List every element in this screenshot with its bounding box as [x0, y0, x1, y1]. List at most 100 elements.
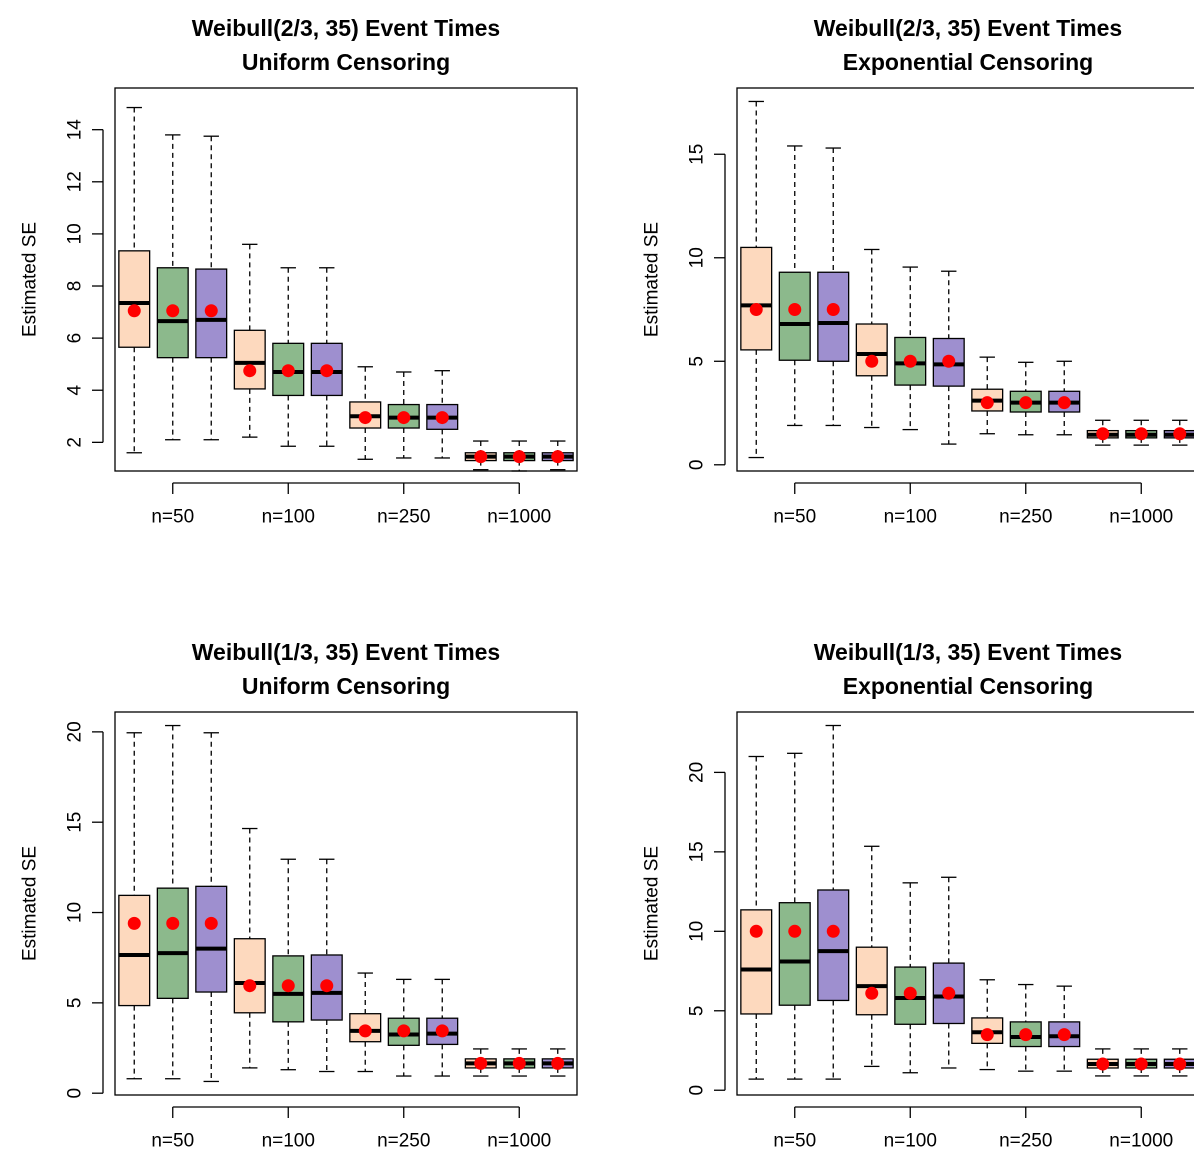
box-10	[1086, 419, 1119, 446]
box-12	[1163, 1048, 1194, 1077]
mean-point	[127, 916, 141, 930]
y-axis-label: Estimated SE	[20, 846, 41, 961]
mean-point	[980, 1028, 994, 1042]
box-5	[272, 858, 305, 1071]
box-body	[387, 1017, 420, 1046]
box-4	[233, 243, 266, 438]
mean-point	[826, 924, 840, 938]
x-tick-label: n=50	[151, 1131, 194, 1152]
y-tick-label: 0	[65, 1088, 86, 1099]
box-6	[932, 876, 965, 1069]
box-3	[195, 135, 228, 441]
box-8	[387, 371, 420, 459]
box-body	[740, 246, 773, 351]
mean-point	[397, 1024, 411, 1038]
y-tick-label: 5	[687, 356, 708, 367]
x-tick-label: n=250	[999, 507, 1052, 528]
x-tick-label: n=1000	[1109, 1131, 1173, 1152]
box-6	[310, 858, 343, 1073]
box-12	[541, 440, 574, 471]
x-tick-label: n=250	[999, 1131, 1052, 1152]
mean-point	[435, 1024, 449, 1038]
y-tick-label: 6	[65, 333, 86, 344]
box-body	[894, 966, 927, 1025]
box-7	[971, 979, 1004, 1071]
mean-point	[512, 450, 526, 464]
y-tick-label: 10	[687, 921, 708, 942]
plot-frame	[114, 711, 578, 1096]
box-10	[1086, 1048, 1119, 1077]
box-2	[156, 134, 189, 441]
mean-point	[903, 354, 917, 368]
box-6	[310, 267, 343, 447]
y-axis-label: Estimated SE	[20, 222, 41, 337]
box-body	[778, 271, 811, 361]
chart-title-line2: Uniform Censoring	[242, 673, 450, 699]
x-tick-label: n=1000	[1109, 507, 1173, 528]
y-tick-label: 10	[65, 902, 86, 923]
mean-point	[942, 354, 956, 368]
mean-point	[320, 979, 334, 993]
box-5	[894, 266, 927, 431]
box-10	[464, 440, 497, 471]
box-5	[272, 267, 305, 447]
panel-2: Weibull(2/3, 35) Event Times Exponential …	[642, 15, 1194, 528]
mean-point	[1134, 427, 1148, 441]
box-4	[233, 827, 266, 1069]
chart-title-line2: Exponential Censoring	[843, 49, 1093, 75]
mean-point	[358, 411, 372, 425]
y-tick-label: 20	[687, 762, 708, 783]
mean-point	[551, 1056, 565, 1070]
box-body	[817, 889, 850, 1002]
box-2	[778, 145, 811, 427]
plot-frame	[114, 87, 578, 472]
mean-point	[1019, 396, 1033, 410]
box-7	[971, 356, 1004, 435]
chart-title-line1: Weibull(1/3, 35) Event Times	[192, 639, 500, 665]
box-body	[233, 329, 266, 390]
x-tick-label: n=250	[377, 507, 430, 528]
plot-frame	[736, 87, 1194, 472]
x-tick-label: n=50	[773, 507, 816, 528]
mean-point	[865, 986, 879, 1000]
y-tick-label: 15	[65, 812, 86, 833]
y-tick-label: 14	[65, 119, 86, 141]
mean-point	[166, 916, 180, 930]
y-tick-label: 5	[687, 1005, 708, 1016]
box-12	[541, 1048, 574, 1077]
box-1	[118, 732, 151, 1080]
box-body	[118, 250, 151, 348]
mean-point	[1173, 1057, 1187, 1071]
box-1	[740, 100, 773, 459]
box-1	[740, 755, 773, 1080]
x-tick-label: n=100	[884, 1131, 937, 1152]
mean-point	[788, 924, 802, 938]
mean-point	[903, 986, 917, 1000]
x-tick-label: n=250	[377, 1131, 430, 1152]
box-7	[349, 366, 382, 460]
y-tick-label: 0	[687, 460, 708, 471]
panel-4: Weibull(1/3, 35) Event Times Exponential …	[642, 639, 1194, 1152]
box-8	[1009, 983, 1042, 1072]
mean-point	[788, 303, 802, 317]
box-body	[855, 946, 888, 1016]
mean-point	[204, 916, 218, 930]
mean-point	[397, 411, 411, 425]
box-body	[195, 885, 228, 993]
mean-point	[551, 450, 565, 464]
mean-point	[1019, 1028, 1033, 1042]
mean-point	[942, 986, 956, 1000]
mean-point	[243, 364, 257, 378]
box-11	[503, 440, 536, 472]
mean-point	[1057, 396, 1071, 410]
mean-point	[1096, 427, 1110, 441]
box-body	[156, 887, 189, 999]
mean-point	[320, 364, 334, 378]
y-tick-label: 10	[65, 223, 86, 244]
y-tick-label: 8	[65, 281, 86, 292]
box-2	[778, 752, 811, 1080]
mean-point	[749, 303, 763, 317]
x-tick-label: n=50	[773, 1131, 816, 1152]
mean-point	[1057, 1028, 1071, 1042]
box-11	[1125, 419, 1158, 446]
